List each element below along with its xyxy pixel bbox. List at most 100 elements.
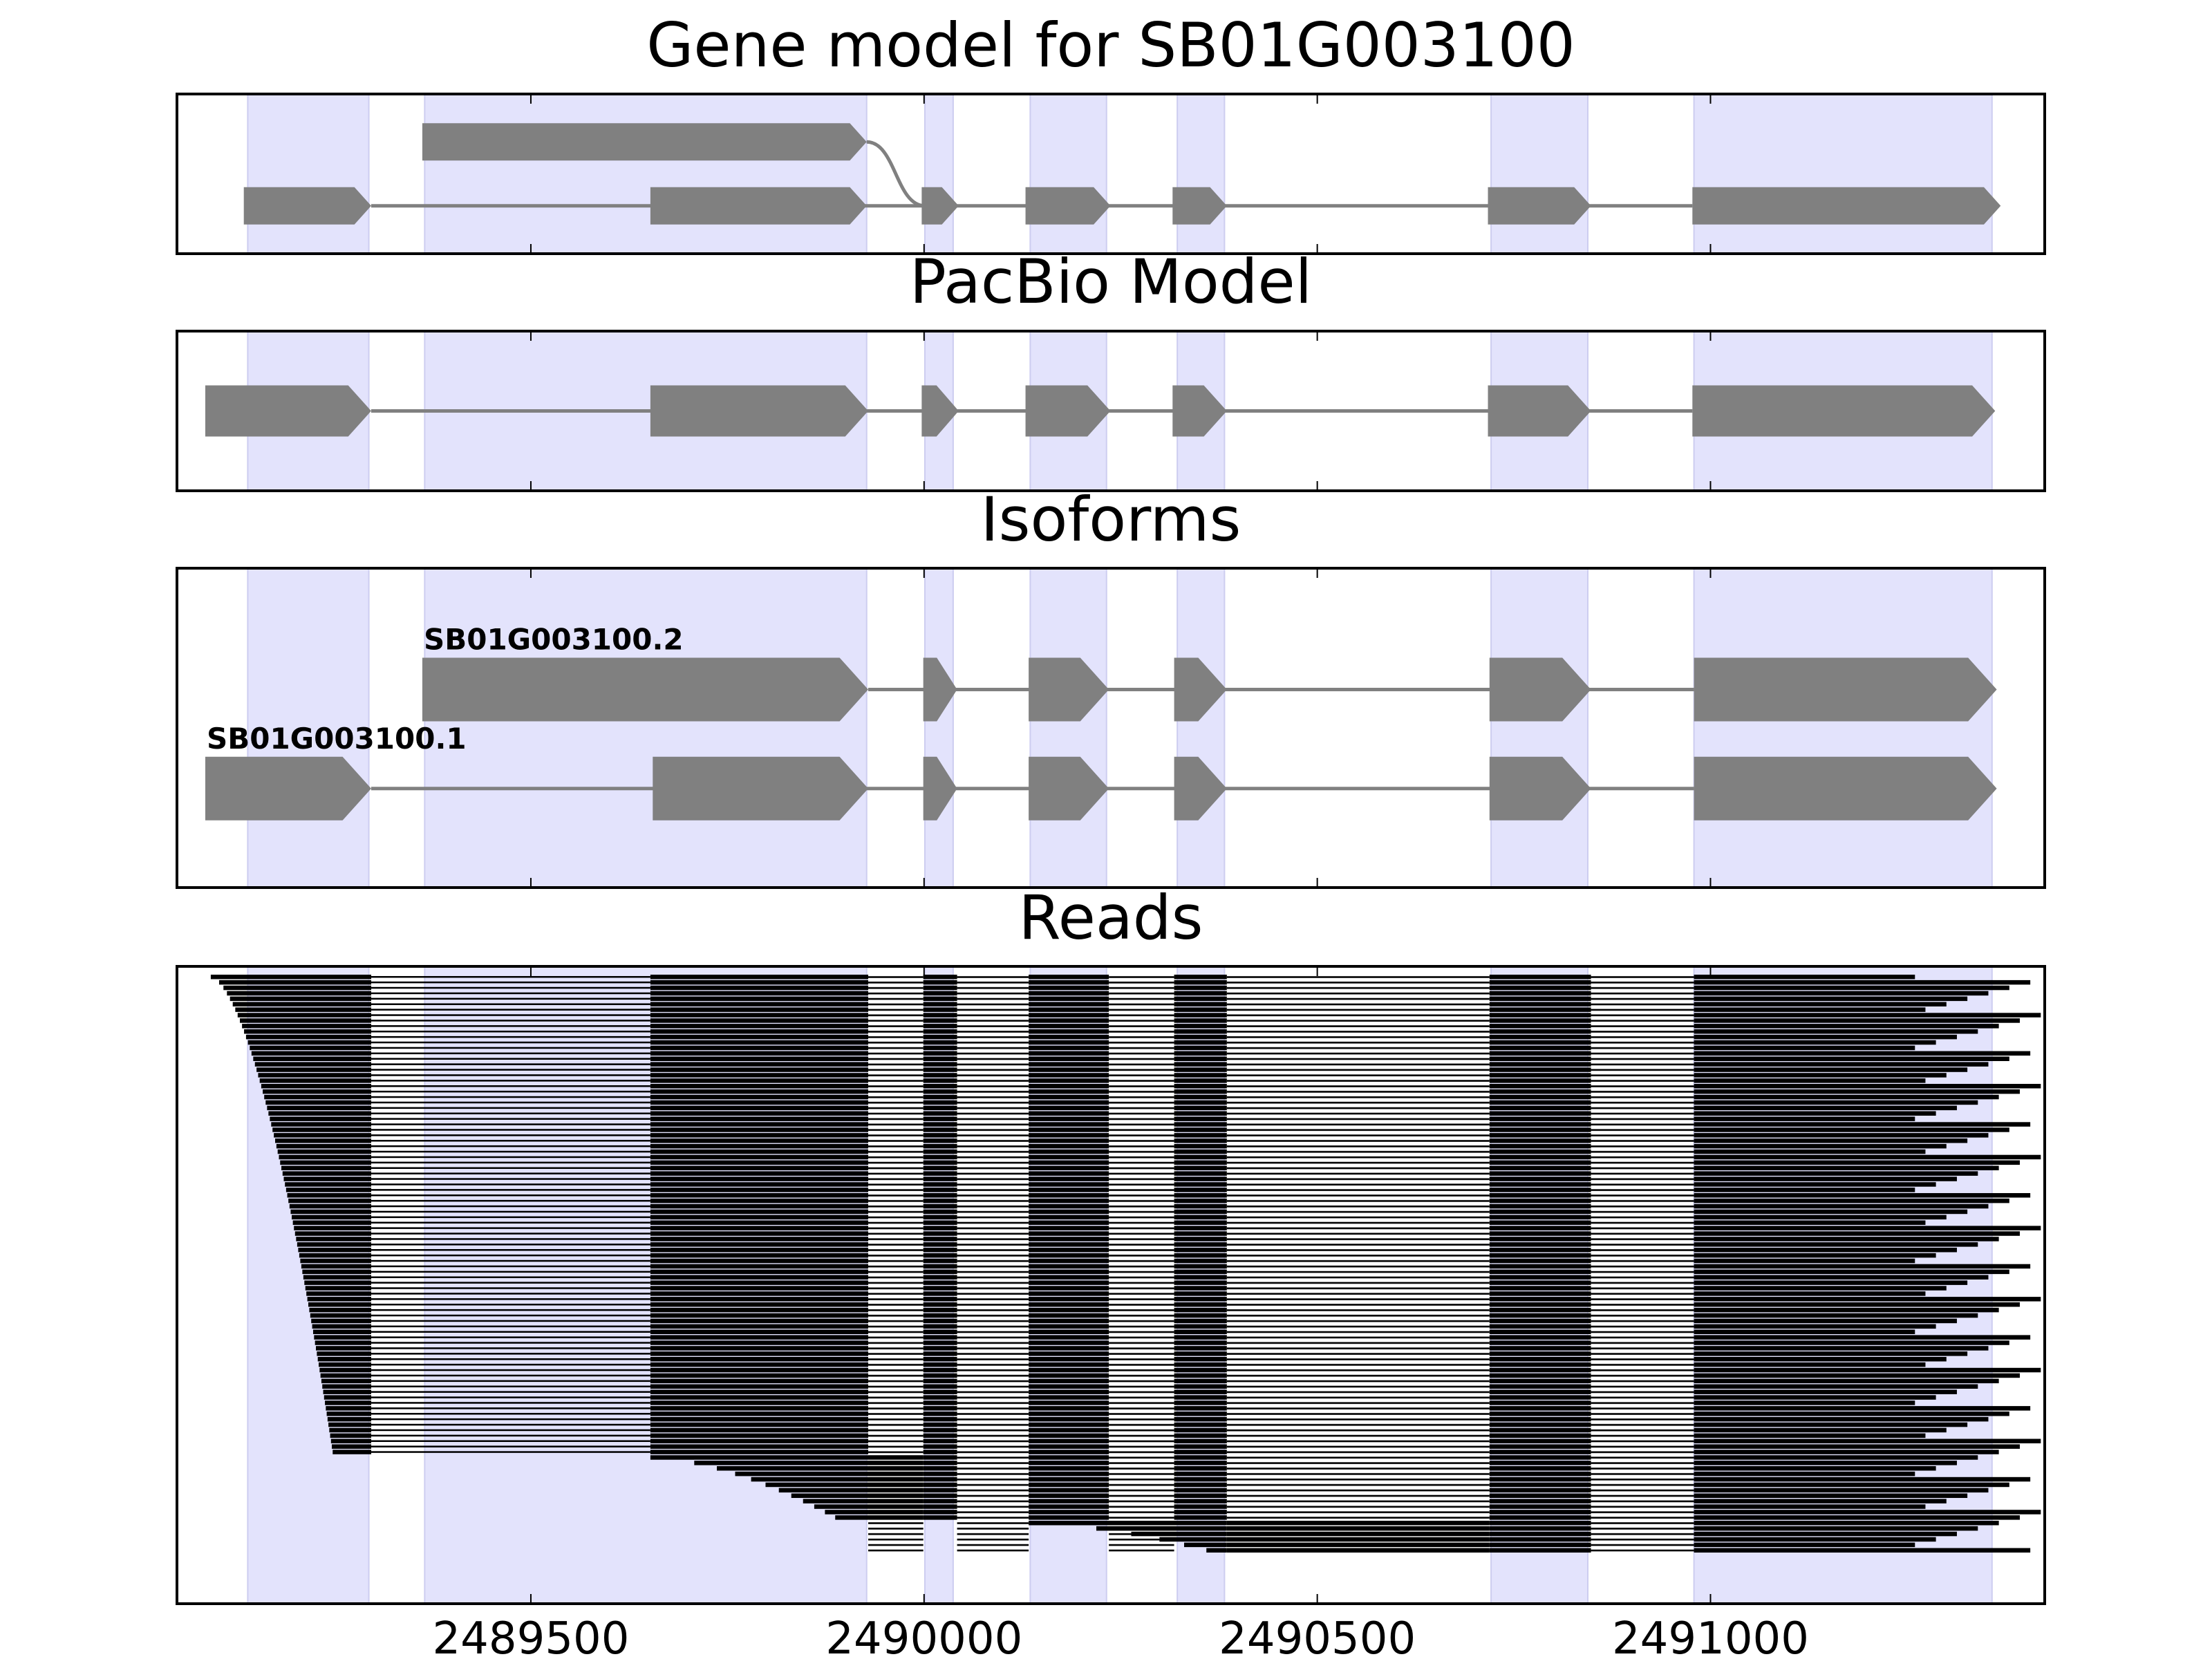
read-block (1174, 1416, 1227, 1422)
read-block (371, 1052, 650, 1055)
read-block (371, 1287, 650, 1289)
read-block (319, 1367, 372, 1373)
read-block (247, 1040, 372, 1045)
read-block (923, 1329, 957, 1334)
read-block (1029, 1313, 1109, 1318)
read-block (371, 1205, 650, 1208)
read-block (1489, 1318, 1591, 1324)
read-block (1694, 1324, 1936, 1329)
read-block (1489, 1209, 1591, 1215)
read-block (1029, 1231, 1109, 1236)
read-block (650, 1138, 869, 1143)
read-block (1489, 1160, 1591, 1165)
read-block (317, 1351, 372, 1356)
read-block (923, 1280, 957, 1285)
read-block (1029, 1160, 1109, 1165)
read-block (371, 997, 650, 1000)
read-block (1029, 1242, 1109, 1247)
read-block (717, 1466, 869, 1471)
isoforms-panel: Isoforms SB01G003100.2 SB01G003100.1 (176, 484, 2046, 889)
read-block (1174, 1384, 1227, 1389)
read-block (210, 975, 372, 980)
read-block (735, 1471, 869, 1477)
read-block (1489, 1384, 1591, 1389)
read-block (1029, 1466, 1109, 1471)
read-block (923, 1198, 957, 1203)
read-block (923, 1427, 957, 1433)
read-block (1029, 1149, 1109, 1154)
read-block (765, 1482, 869, 1488)
read-block (1489, 1488, 1591, 1493)
exon-arrow (1489, 756, 1591, 821)
read-block (1174, 1329, 1227, 1334)
read-block (371, 1271, 650, 1273)
read-block (371, 1090, 650, 1093)
read-block (1174, 1122, 1227, 1127)
read-block (923, 1149, 957, 1154)
read-block (650, 1220, 869, 1225)
x-axis: 2489500 2490000 2490500 2491000 (432, 1613, 1809, 1659)
exon-arrow (1025, 385, 1111, 437)
exon-arrow (1488, 187, 1591, 225)
read-block (311, 1318, 372, 1324)
read-block (1174, 1280, 1227, 1285)
read-block (1174, 1427, 1227, 1433)
read-block (1029, 1438, 1109, 1443)
read-block (303, 1275, 372, 1280)
read-block (1489, 1198, 1591, 1203)
read-block (371, 1276, 650, 1278)
read-block (1029, 1067, 1109, 1072)
read-block (1489, 1089, 1591, 1094)
read-block (1489, 1291, 1591, 1296)
gene-model-panel: Gene model for SB01G003100 (176, 10, 2046, 255)
read-block (371, 1140, 650, 1142)
read-block (1029, 1089, 1109, 1094)
read-block (923, 1231, 957, 1236)
read-block (1694, 1389, 1957, 1394)
read-block (328, 1422, 372, 1427)
shaded-region (247, 94, 369, 254)
read-block (306, 1291, 372, 1296)
read-block (650, 975, 869, 980)
read-block (650, 1193, 869, 1198)
read-block (1694, 980, 2031, 985)
read-block (1694, 1258, 1915, 1264)
read-block (923, 1422, 957, 1427)
read-block (282, 1171, 372, 1176)
read-block (223, 985, 372, 991)
read-block (371, 1380, 650, 1382)
shaded-region (424, 94, 867, 254)
read-block (1489, 1521, 1591, 1526)
read-block (650, 1007, 869, 1012)
read-block (814, 1504, 869, 1509)
read-block (1029, 996, 1109, 1002)
read-block (923, 1248, 957, 1253)
read-block (1029, 1237, 1109, 1241)
read-block (1174, 1165, 1227, 1170)
read-block (277, 1149, 372, 1154)
read-block (1174, 1154, 1227, 1160)
read-block (1489, 1531, 1591, 1537)
read-block (371, 1025, 650, 1027)
read-block (650, 1171, 869, 1176)
read-block (1694, 1209, 1968, 1215)
read-block (1489, 1051, 1591, 1056)
read-block (1694, 1078, 1926, 1083)
read-block (650, 1165, 869, 1170)
read-block (1489, 1264, 1591, 1269)
read-block (923, 1416, 957, 1422)
read-block (923, 1182, 957, 1187)
read-block (650, 1177, 869, 1181)
shaded-region (424, 966, 867, 1604)
read-block (1174, 1182, 1227, 1187)
read-block (1029, 1029, 1109, 1034)
read-block (323, 1389, 372, 1394)
read-block (1489, 1242, 1591, 1247)
read-block (1029, 1373, 1109, 1378)
read-block (650, 1143, 869, 1149)
read-block (1174, 1149, 1227, 1154)
read-block (1694, 1105, 1957, 1111)
read-block (1694, 1521, 1999, 1526)
read-block (294, 1226, 372, 1230)
read-block (1694, 1193, 2031, 1198)
